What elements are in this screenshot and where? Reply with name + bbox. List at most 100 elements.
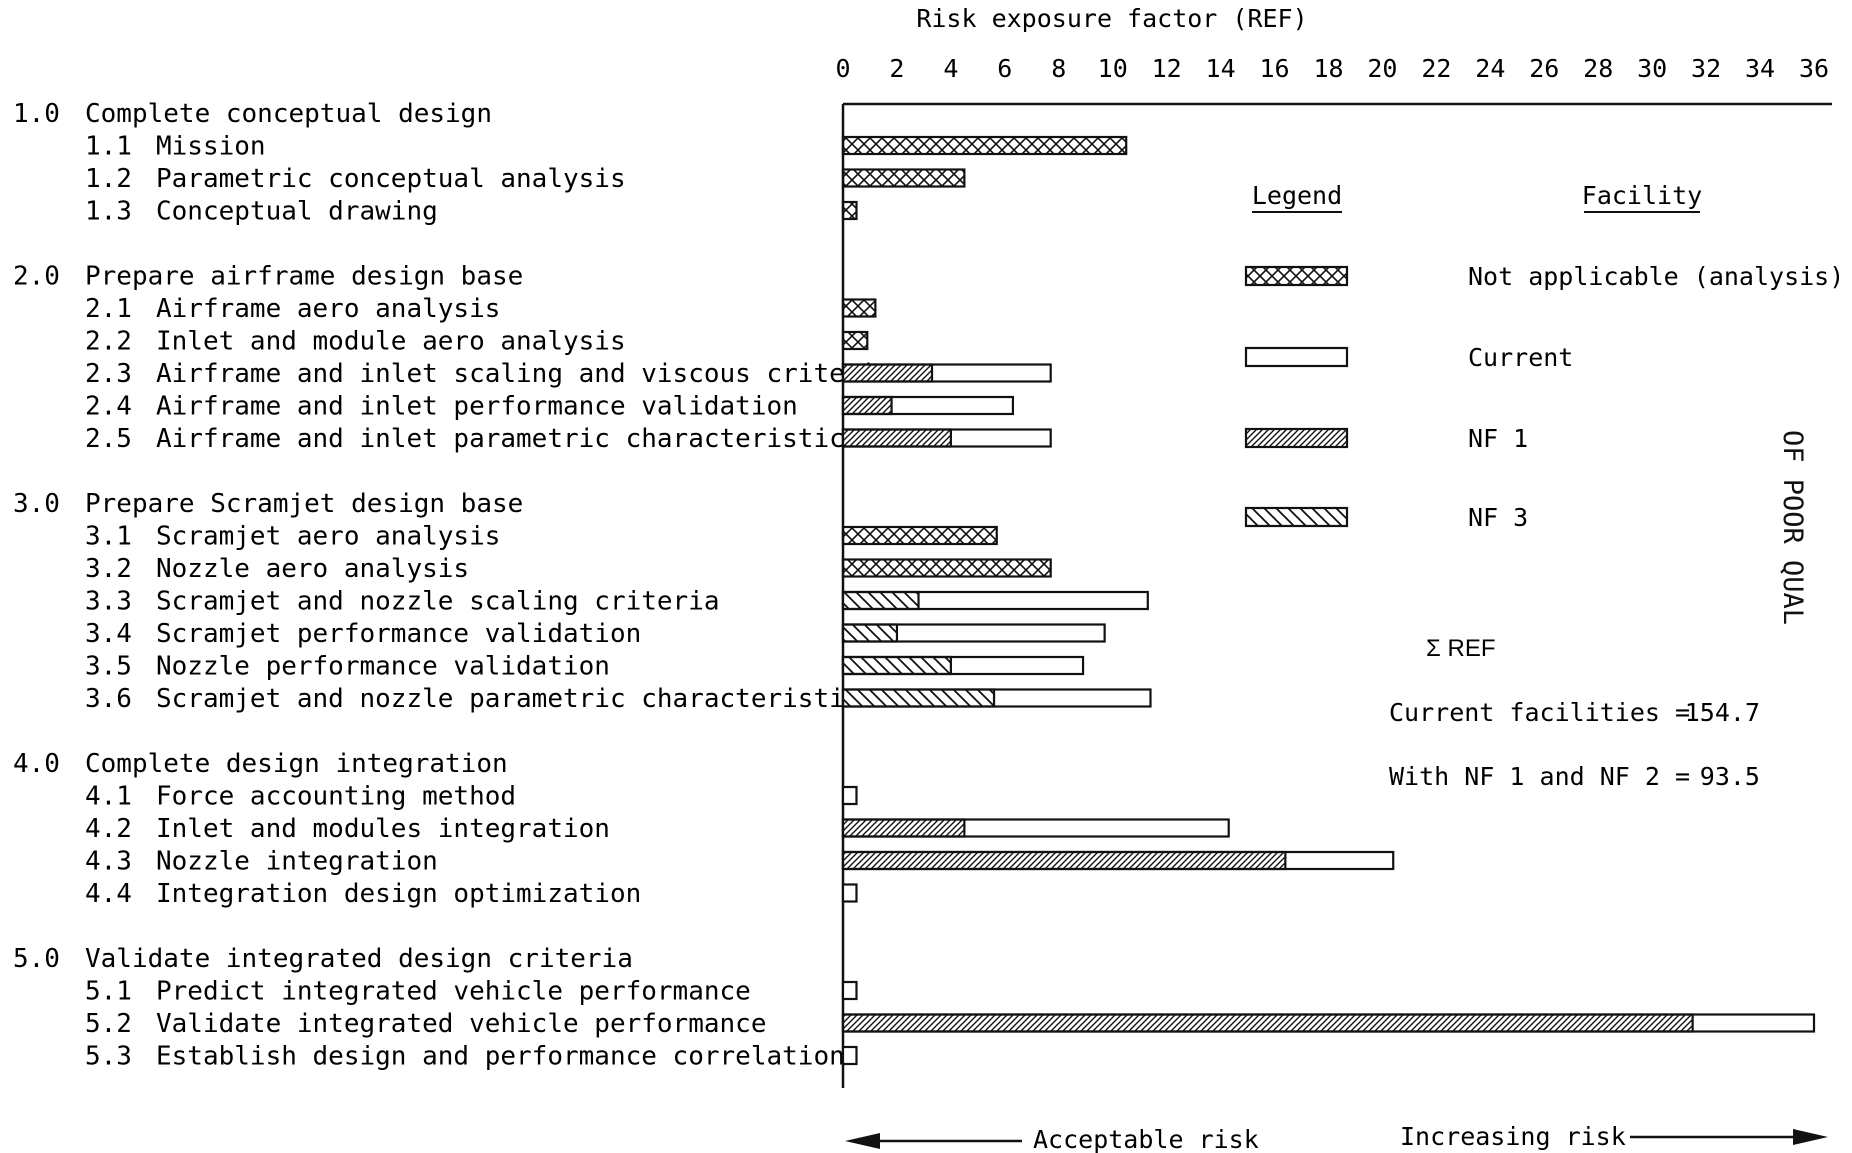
item-label: Scramjet and nozzle scaling criteria — [156, 587, 720, 617]
bar-current-5.3 — [841, 1045, 858, 1066]
x-tick-label: 32 — [1691, 54, 1721, 83]
item-label: Airframe and inlet scaling and viscous c… — [156, 359, 892, 389]
bar-crosshatch-2.2 — [841, 330, 869, 351]
item-label: Airframe and inlet performance validatio… — [156, 392, 798, 422]
legend-label-crosshatch: Not applicable (analysis) — [1468, 262, 1844, 291]
x-tick-label: 0 — [835, 54, 850, 83]
legend-label-current: Current — [1468, 343, 1573, 372]
item-label: Scramjet performance validation — [156, 619, 641, 649]
item-label: Nozzle integration — [156, 847, 438, 877]
x-tick-label: 8 — [1051, 54, 1066, 83]
item-label: Airframe aero analysis — [156, 294, 500, 324]
bar-nf1-4.2 — [841, 818, 966, 838]
bar-nf3-3.6 — [841, 688, 996, 708]
group-label: Prepare airframe design base — [85, 262, 523, 292]
bar-current-4.4 — [841, 883, 858, 903]
item-label: Force accounting method — [156, 782, 516, 812]
legend-label-nf3: NF 3 — [1468, 503, 1528, 532]
chart-title: Risk exposure factor (REF) — [916, 4, 1307, 33]
bar-nf1-5.2 — [841, 1013, 1694, 1033]
x-tick-label: 28 — [1583, 54, 1613, 83]
bar-crosshatch-3.2 — [841, 558, 1052, 578]
item-code: 2.1 — [85, 294, 132, 324]
item-code: 3.5 — [85, 652, 132, 682]
bar-current-4.1 — [841, 785, 858, 806]
increasing-risk-label: Increasing risk — [1400, 1122, 1626, 1151]
x-tick-label: 22 — [1421, 54, 1451, 83]
bar-nf3-3.4 — [841, 623, 899, 643]
x-tick-label: 14 — [1206, 54, 1236, 83]
item-code: 5.3 — [85, 1042, 132, 1072]
acceptable-risk-label: Acceptable risk — [1033, 1125, 1259, 1153]
x-tick-label: 36 — [1799, 54, 1829, 83]
item-code: 2.5 — [85, 424, 132, 454]
x-tick-label: 24 — [1475, 54, 1505, 83]
x-tick-labels: 0 2 4 6 8 10 12 14 16 18 20 22 24 26 28 30 32 34 36 — [835, 54, 1829, 83]
group-code: 3.0 — [13, 489, 60, 519]
item-code: 3.3 — [85, 587, 132, 617]
risk-arrows: Acceptable risk Increasing risk — [845, 1122, 1828, 1153]
item-label: Predict integrated vehicle performance — [156, 977, 751, 1007]
item-code: 2.3 — [85, 359, 132, 389]
item-code: 4.3 — [85, 847, 132, 877]
item-code: 3.4 — [85, 619, 132, 649]
item-code: 5.2 — [85, 1009, 132, 1039]
x-tick-label: 4 — [943, 54, 958, 83]
item-label: Integration design optimization — [156, 879, 641, 909]
sum-nf-value: 93.5 — [1700, 762, 1760, 791]
right-arrow-head — [1793, 1129, 1828, 1145]
item-code: 1.3 — [85, 197, 132, 227]
group-code: 5.0 — [13, 944, 60, 974]
left-arrow-head — [845, 1133, 880, 1149]
item-label: Validate integrated vehicle performance — [156, 1009, 766, 1039]
x-tick-label: 20 — [1367, 54, 1397, 83]
bar-nf1-4.3 — [841, 850, 1287, 871]
item-label: Inlet and module aero analysis — [156, 327, 626, 357]
item-label: Scramjet aero analysis — [156, 522, 500, 552]
bar-nf1-2.5 — [841, 428, 952, 448]
item-label: Conceptual drawing — [156, 197, 438, 227]
item-code: 4.4 — [85, 879, 132, 909]
bar-crosshatch-1.2 — [841, 168, 966, 188]
bar-current-5.1 — [841, 980, 858, 1001]
item-label: Airframe and inlet parametric characteri… — [156, 424, 860, 454]
legend-swatch-crosshatch — [1244, 265, 1349, 287]
item-code: 2.2 — [85, 327, 132, 357]
x-tick-label: 10 — [1098, 54, 1128, 83]
item-label: Scramjet and nozzle parametric character… — [156, 684, 876, 714]
group-code: 2.0 — [13, 262, 60, 292]
item-code: 3.2 — [85, 554, 132, 584]
group-code: 1.0 — [13, 99, 60, 129]
x-tick-label: 12 — [1152, 54, 1182, 83]
sum-title: Σ REF — [1426, 635, 1496, 662]
bar-crosshatch-1.1 — [841, 135, 1128, 156]
bar-nf1-2.3 — [841, 363, 934, 383]
legend: Legend Facility Not applicable (analysis… — [1244, 181, 1844, 532]
bar-crosshatch-3.1 — [841, 525, 998, 546]
x-tick-label: 26 — [1529, 54, 1559, 83]
sum-current-label: Current facilities = — [1389, 698, 1690, 727]
legend-swatch-nf1 — [1244, 427, 1349, 449]
item-code: 2.4 — [85, 392, 132, 422]
x-tick-label: 6 — [997, 54, 1012, 83]
sum-block: Σ REF Current facilities = 154.7 With NF… — [1389, 635, 1760, 791]
item-label: Nozzle performance validation — [156, 652, 610, 682]
legend-label-nf1: NF 1 — [1468, 424, 1528, 453]
group-code: 4.0 — [13, 749, 60, 779]
item-label: Nozzle aero analysis — [156, 554, 469, 584]
x-tick-label: 16 — [1260, 54, 1290, 83]
bar-nf3-3.5 — [841, 655, 952, 676]
item-label: Inlet and modules integration — [156, 814, 610, 844]
item-code: 1.2 — [85, 164, 132, 194]
group-label: Validate integrated design criteria — [85, 944, 633, 974]
bar-nf1-2.4 — [841, 395, 893, 416]
item-label: Mission — [156, 132, 266, 162]
item-code: 4.1 — [85, 782, 132, 812]
bar-nf3-3.3 — [841, 590, 920, 611]
item-code: 5.1 — [85, 977, 132, 1007]
group-label: Complete conceptual design — [85, 99, 492, 129]
x-tick-label: 2 — [889, 54, 904, 83]
